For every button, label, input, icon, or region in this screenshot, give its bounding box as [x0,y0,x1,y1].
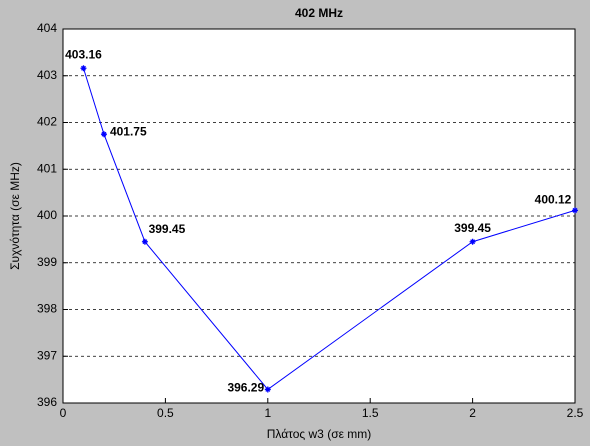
x-tick-label: 0.5 [157,406,174,420]
plot-area [62,28,576,404]
x-tick-label: 1.5 [362,406,379,420]
data-label: 399.45 [149,222,186,236]
y-tick-label: 402 [37,115,57,129]
y-tick-label: 396 [37,395,57,409]
x-tick-label: 2.5 [567,406,584,420]
marker [80,65,87,72]
marker [264,386,271,393]
x-tick-label: 0 [60,406,67,420]
data-label: 396.29 [227,381,264,395]
x-axis-label: Πλάτος w3 (σε mm) [267,427,372,441]
x-tick-label: 1 [264,406,271,420]
y-tick-label: 400 [37,208,57,222]
y-tick-label: 399 [37,255,57,269]
data-label: 399.45 [454,221,491,235]
y-tick-label: 397 [37,348,57,362]
data-label: 400.12 [535,193,572,207]
marker [100,131,107,138]
y-axis-label: Συχνότητα (σε MHz) [8,162,22,270]
chart-title: 402 MHz [295,6,343,20]
marker [572,207,578,214]
line [83,68,576,391]
data-label: 401.75 [110,124,147,138]
marker [141,238,148,245]
marker [469,238,476,245]
x-tick-label: 2 [469,406,476,420]
y-tick-label: 404 [37,21,57,35]
y-tick-label: 398 [37,302,57,316]
data-label: 403.16 [65,47,102,61]
y-tick-label: 401 [37,161,57,175]
y-tick-label: 403 [37,68,57,82]
